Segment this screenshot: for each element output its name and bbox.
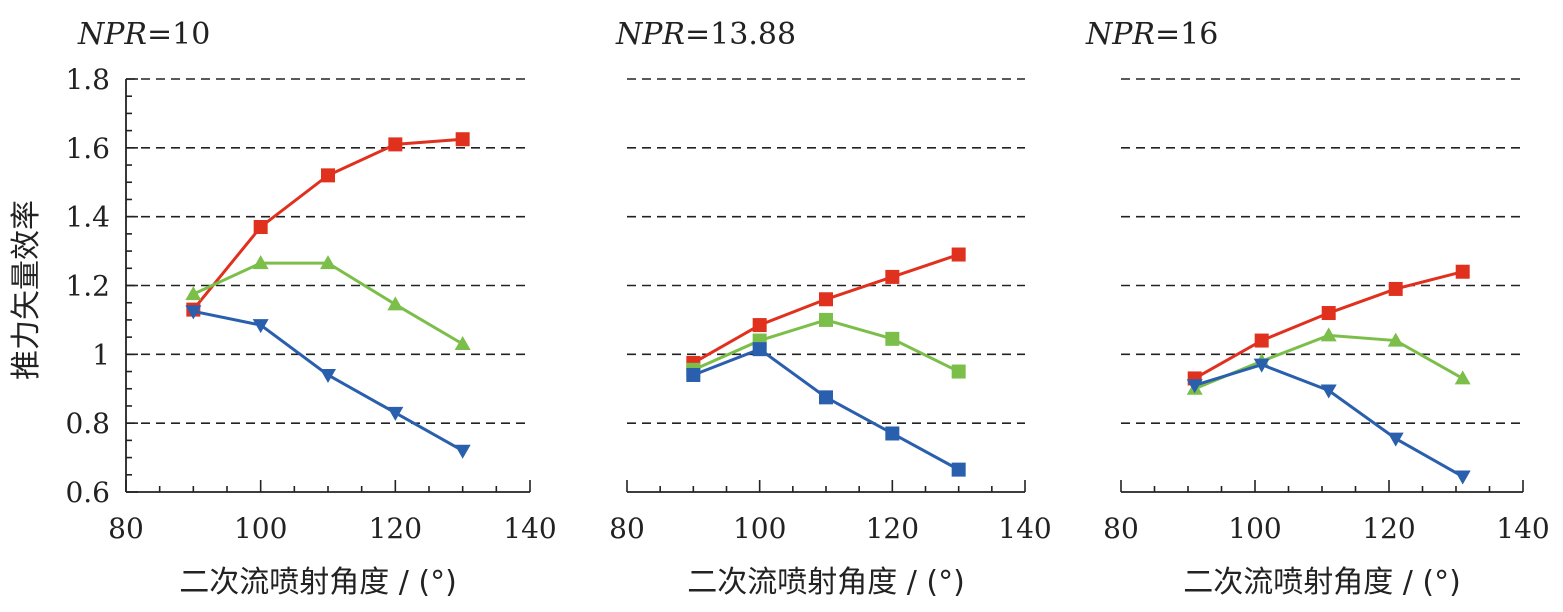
panel-title: NPR=13.88 bbox=[615, 17, 796, 52]
data-point bbox=[1320, 327, 1337, 342]
x-tick-label: 140 bbox=[1496, 512, 1549, 545]
series-line bbox=[692, 253, 960, 365]
x-tick-label: 80 bbox=[1103, 512, 1139, 545]
x-tick-label: 120 bbox=[1362, 512, 1415, 545]
data-point bbox=[454, 336, 471, 351]
series-1 bbox=[1187, 264, 1470, 386]
series-line bbox=[192, 137, 463, 311]
x-tick-label: 100 bbox=[1228, 512, 1281, 545]
data-point bbox=[321, 168, 335, 183]
x-axis-label: 二次流喷射角度 / (°) bbox=[687, 565, 965, 600]
panel-title-value: =10 bbox=[147, 17, 210, 52]
data-point bbox=[752, 342, 767, 357]
data-point bbox=[1320, 384, 1337, 399]
series-line bbox=[692, 318, 960, 373]
x-axis-label: 二次流喷射角度 / (°) bbox=[1183, 565, 1461, 600]
y-tick-label: 1.4 bbox=[65, 201, 110, 234]
x-axis-label: 二次流喷射角度 / (°) bbox=[179, 565, 457, 600]
y-tick-label: 1.6 bbox=[65, 132, 110, 165]
y-tick-label: 0.8 bbox=[65, 407, 110, 440]
y-axis-label: 推力矢量效率 bbox=[9, 200, 44, 380]
data-point bbox=[252, 319, 269, 334]
x-tick-label: 100 bbox=[733, 512, 786, 545]
x-tick-label: 80 bbox=[609, 512, 645, 545]
series-line bbox=[192, 261, 464, 346]
data-point bbox=[885, 426, 900, 441]
panel-title: NPR=10 bbox=[77, 17, 210, 52]
data-point bbox=[1455, 264, 1470, 279]
data-point bbox=[387, 296, 404, 311]
series-3 bbox=[185, 305, 471, 459]
data-point bbox=[951, 364, 966, 379]
data-point bbox=[819, 292, 833, 307]
data-point bbox=[1454, 470, 1471, 485]
data-point bbox=[185, 305, 202, 320]
series-line bbox=[1194, 333, 1464, 391]
data-point bbox=[454, 444, 471, 459]
panel-title-npr: NPR bbox=[1085, 17, 1155, 52]
data-point bbox=[951, 462, 966, 477]
series-1 bbox=[186, 132, 470, 317]
series-line bbox=[1193, 270, 1464, 380]
series-3 bbox=[1186, 358, 1471, 485]
data-point bbox=[320, 255, 336, 270]
x-tick-label: 80 bbox=[108, 512, 144, 545]
data-point bbox=[253, 219, 268, 234]
series-2 bbox=[185, 255, 471, 351]
data-point bbox=[885, 331, 900, 346]
data-point bbox=[819, 312, 833, 327]
panel-title-value: =16 bbox=[1155, 17, 1218, 52]
panel-title-value: =13.88 bbox=[685, 17, 796, 52]
data-point bbox=[1186, 379, 1203, 394]
y-tick-label: 1.8 bbox=[65, 63, 110, 96]
chart-panel-1: NPR=10 80 100 120 140 0.6 0.8 1 1.2 1.4 1.6 1.8 二次流喷… bbox=[65, 17, 556, 600]
data-point bbox=[885, 269, 900, 284]
data-point bbox=[686, 367, 701, 382]
x-tick-label: 100 bbox=[234, 512, 287, 545]
data-point bbox=[1254, 333, 1269, 348]
series-line bbox=[1194, 363, 1464, 478]
data-point bbox=[1388, 281, 1403, 296]
data-point bbox=[1387, 332, 1404, 347]
data-point bbox=[455, 132, 470, 147]
chart-panel-2: NPR=13.88 80 100 120 140 二次流喷射角度 / (°) bbox=[609, 17, 1052, 600]
chart-panel-3: NPR=16 80 100 120 140 二次流喷射角度 / (°) bbox=[1085, 17, 1550, 600]
data-point bbox=[185, 286, 202, 301]
y-tick-label: 1.2 bbox=[65, 270, 110, 303]
data-point bbox=[951, 247, 966, 262]
x-tick-label: 120 bbox=[866, 512, 919, 545]
series-2 bbox=[686, 312, 966, 379]
data-point bbox=[1387, 432, 1404, 447]
data-point bbox=[1321, 306, 1336, 321]
data-point bbox=[1253, 358, 1270, 373]
data-point bbox=[388, 137, 403, 152]
panel-title-npr: NPR bbox=[615, 17, 685, 52]
series-3 bbox=[686, 342, 966, 477]
series-1 bbox=[686, 247, 966, 370]
data-point bbox=[387, 406, 404, 421]
x-tick-label: 140 bbox=[998, 512, 1051, 545]
data-point bbox=[752, 318, 767, 333]
y-tick-label: 1 bbox=[92, 338, 110, 371]
data-point bbox=[1454, 370, 1471, 385]
series-line bbox=[692, 347, 960, 471]
y-tick-label: 0.6 bbox=[65, 476, 110, 509]
panel-title: NPR=16 bbox=[1085, 17, 1218, 52]
data-point bbox=[819, 390, 833, 405]
data-point bbox=[252, 255, 269, 270]
panel-title-npr: NPR bbox=[77, 17, 147, 52]
x-tick-label: 140 bbox=[503, 512, 556, 545]
x-tick-label: 120 bbox=[369, 512, 422, 545]
data-point bbox=[320, 368, 336, 383]
